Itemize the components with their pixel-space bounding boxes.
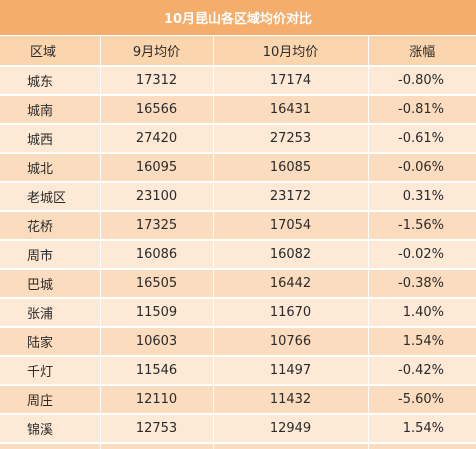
cell-oct-price: 16085 [213, 153, 369, 183]
cell-change: -0.02% [368, 240, 476, 270]
table-row: 城东 17312 17174 -0.80% [0, 66, 476, 96]
cell-sep-price: 16095 [100, 153, 214, 183]
cell-region: 城东 [0, 66, 101, 96]
cell-oct-price: 11497 [213, 356, 369, 386]
cell-oct-price: 11670 [213, 298, 369, 328]
cell-sep-price: 16505 [100, 269, 214, 299]
cell-oct-price: 11432 [213, 385, 369, 415]
header-row: 区域 9月均价 10月均价 涨幅 [0, 36, 476, 67]
cell-change: -0.80% [368, 66, 476, 96]
cell-sep-price: 10603 [100, 327, 214, 357]
empty-cell [0, 443, 101, 449]
cell-sep-price: 11509 [100, 298, 214, 328]
cell-region: 锦溪 [0, 414, 101, 444]
table-row: 巴城 16505 16442 -0.38% [0, 269, 476, 299]
table-row: 城西 27420 27253 -0.61% [0, 124, 476, 154]
cell-oct-price: 17054 [213, 211, 369, 241]
cell-oct-price: 12949 [213, 414, 369, 444]
table-row-partial [0, 443, 476, 449]
cell-region: 城北 [0, 153, 101, 183]
column-header-region: 区域 [0, 36, 101, 67]
cell-sep-price: 12110 [100, 385, 214, 415]
cell-oct-price: 10766 [213, 327, 369, 357]
cell-sep-price: 11546 [100, 356, 214, 386]
cell-sep-price: 16566 [100, 95, 214, 125]
cell-region: 城南 [0, 95, 101, 125]
cell-oct-price: 17174 [213, 66, 369, 96]
price-table: 区域 9月均价 10月均价 涨幅 城东 17312 17174 -0.80% 城南 165… [0, 36, 476, 449]
table-row: 周庄 12110 11432 -5.60% [0, 385, 476, 415]
cell-region: 巴城 [0, 269, 101, 299]
cell-change: -0.38% [368, 269, 476, 299]
cell-sep-price: 16086 [100, 240, 214, 270]
cell-region: 张浦 [0, 298, 101, 328]
column-header-oct-price: 10月均价 [213, 36, 369, 67]
empty-cell [100, 443, 214, 449]
cell-change: -0.06% [368, 153, 476, 183]
cell-change: -5.60% [368, 385, 476, 415]
cell-oct-price: 16082 [213, 240, 369, 270]
cell-region: 周市 [0, 240, 101, 270]
table-row: 张浦 11509 11670 1.40% [0, 298, 476, 328]
table-body: 城东 17312 17174 -0.80% 城南 16566 16431 -0.81% 城西 27… [0, 66, 476, 449]
cell-change: 1.54% [368, 327, 476, 357]
table-row: 周市 16086 16082 -0.02% [0, 240, 476, 270]
table-row: 陆家 10603 10766 1.54% [0, 327, 476, 357]
cell-oct-price: 16431 [213, 95, 369, 125]
cell-region: 花桥 [0, 211, 101, 241]
cell-region: 陆家 [0, 327, 101, 357]
table-row: 城南 16566 16431 -0.81% [0, 95, 476, 125]
cell-sep-price: 17312 [100, 66, 214, 96]
table-row: 锦溪 12753 12949 1.54% [0, 414, 476, 444]
empty-cell [368, 443, 476, 449]
cell-region: 老城区 [0, 182, 101, 212]
cell-oct-price: 27253 [213, 124, 369, 154]
cell-oct-price: 16442 [213, 269, 369, 299]
column-header-sep-price: 9月均价 [100, 36, 214, 67]
cell-change: -1.56% [368, 211, 476, 241]
cell-change: 1.40% [368, 298, 476, 328]
cell-oct-price: 23172 [213, 182, 369, 212]
cell-region: 周庄 [0, 385, 101, 415]
table-title: 10月昆山各区域均价对比 [0, 0, 476, 36]
cell-change: 0.31% [368, 182, 476, 212]
table-row: 城北 16095 16085 -0.06% [0, 153, 476, 183]
cell-region: 城西 [0, 124, 101, 154]
cell-sep-price: 27420 [100, 124, 214, 154]
cell-sep-price: 17325 [100, 211, 214, 241]
cell-change: -0.81% [368, 95, 476, 125]
table-row: 花桥 17325 17054 -1.56% [0, 211, 476, 241]
cell-region: 千灯 [0, 356, 101, 386]
cell-change: -0.61% [368, 124, 476, 154]
table-row: 千灯 11546 11497 -0.42% [0, 356, 476, 386]
cell-change: 1.54% [368, 414, 476, 444]
cell-sep-price: 23100 [100, 182, 214, 212]
cell-change: -0.42% [368, 356, 476, 386]
empty-cell [213, 443, 369, 449]
table-row: 老城区 23100 23172 0.31% [0, 182, 476, 212]
column-header-change: 涨幅 [368, 36, 476, 67]
cell-sep-price: 12753 [100, 414, 214, 444]
